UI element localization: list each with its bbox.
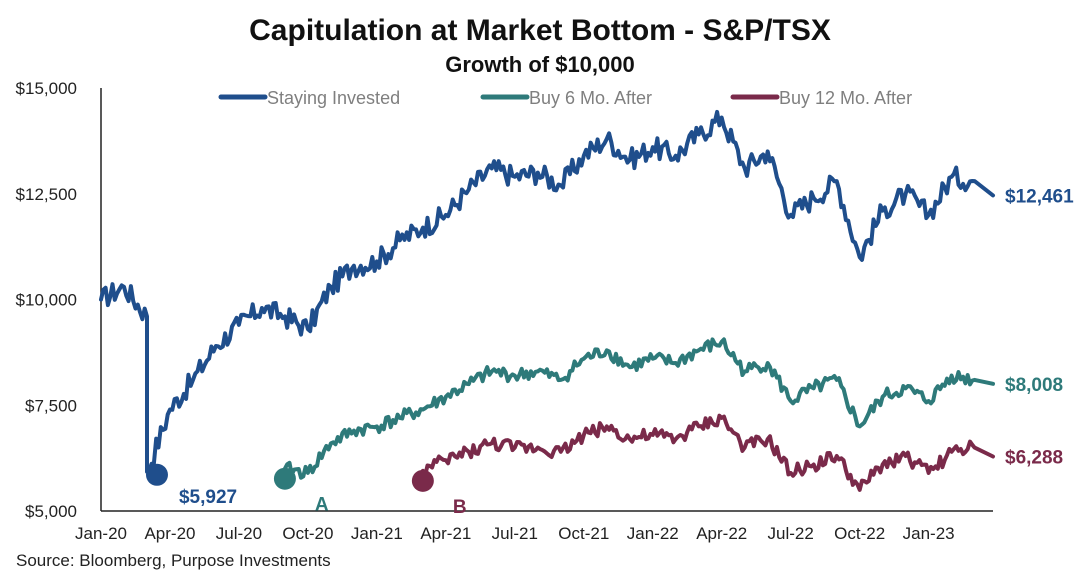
- x-tick-label: Apr-20: [144, 524, 195, 543]
- series-line-six_month: [282, 337, 995, 480]
- x-tick-label: Apr-21: [420, 524, 471, 543]
- end-value-label-staying: $12,461: [1005, 186, 1074, 207]
- x-tick-label: Jul-20: [216, 524, 262, 543]
- start-value-label: $5,927: [179, 487, 237, 508]
- x-tick-label: Oct-22: [834, 524, 885, 543]
- series-line-twelve_month: [420, 413, 995, 492]
- x-tick-label: Jan-21: [351, 524, 403, 543]
- x-tick-label: Jan-23: [903, 524, 955, 543]
- y-tick-label: $7,500: [25, 396, 77, 415]
- series-line-staying: [99, 109, 995, 474]
- y-tick-label: $10,000: [16, 291, 77, 310]
- x-tick-label: Oct-20: [282, 524, 333, 543]
- legend-label-twelve_month: Buy 12 Mo. After: [779, 88, 912, 108]
- source-note: Source: Bloomberg, Purpose Investments: [16, 551, 331, 570]
- end-value-label-six_month: $8,008: [1005, 375, 1063, 396]
- legend-label-staying: Staying Invested: [267, 88, 400, 108]
- chart-title: Capitulation at Market Bottom - S&P/TSX: [249, 14, 831, 47]
- y-tick-label: $15,000: [16, 79, 77, 98]
- start-marker-twelve_month: [411, 469, 434, 492]
- end-value-label-twelve_month: $6,288: [1005, 448, 1063, 469]
- y-tick-label: $12,500: [16, 185, 77, 204]
- marker-label-twelve_month: B: [453, 497, 467, 518]
- x-tick-label: Jul-22: [768, 524, 814, 543]
- start-marker-staying: [145, 463, 168, 486]
- marker-label-six_month: A: [315, 495, 329, 516]
- x-tick-label: Oct-21: [558, 524, 609, 543]
- legend-label-six_month: Buy 6 Mo. After: [529, 88, 652, 108]
- x-tick-label: Jan-20: [75, 524, 127, 543]
- x-tick-label: Apr-22: [696, 524, 747, 543]
- x-tick-label: Jan-22: [627, 524, 679, 543]
- x-tick-label: Jul-21: [492, 524, 538, 543]
- start-marker-six_month: [273, 467, 296, 490]
- y-tick-label: $5,000: [25, 502, 77, 521]
- chart-subtitle: Growth of $10,000: [445, 52, 635, 77]
